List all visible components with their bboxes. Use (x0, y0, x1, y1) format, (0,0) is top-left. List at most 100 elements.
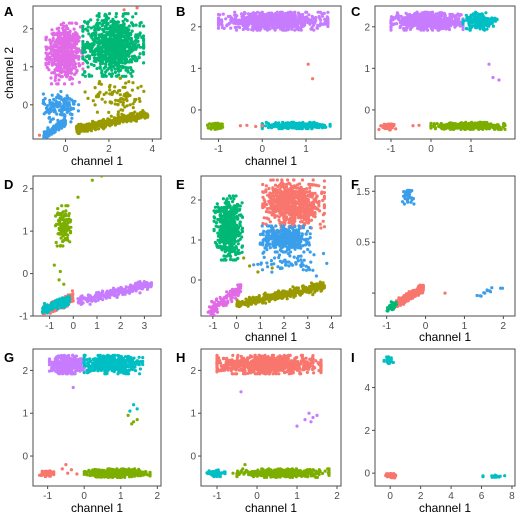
data-point (37, 133, 42, 137)
data-point (57, 226, 61, 230)
data-point (50, 126, 54, 131)
data-point (107, 72, 112, 76)
data-point (116, 69, 120, 73)
data-point (72, 32, 76, 36)
y-tick-label: 2 (364, 22, 370, 33)
data-point (99, 47, 103, 51)
data-point (124, 58, 128, 62)
data-point (73, 72, 77, 76)
data-point (133, 55, 137, 59)
data-point (121, 101, 125, 105)
points-layer (40, 176, 153, 316)
data-point (113, 26, 117, 30)
data-point (234, 28, 239, 32)
data-point (417, 123, 421, 127)
data-point (493, 126, 497, 130)
cluster-red (37, 6, 139, 137)
data-point (51, 52, 55, 57)
data-point (124, 52, 128, 57)
data-point (304, 127, 308, 131)
points-layer (377, 10, 507, 132)
data-point (328, 124, 332, 128)
data-point (326, 22, 330, 26)
data-point (121, 39, 125, 43)
data-point (45, 65, 49, 70)
data-point (485, 27, 489, 31)
data-point (83, 50, 87, 54)
data-point (317, 123, 321, 128)
data-point (81, 61, 85, 66)
data-point (55, 82, 59, 86)
data-point (90, 178, 94, 182)
data-point (52, 263, 56, 267)
cluster-olive (206, 121, 225, 131)
data-point (121, 19, 125, 23)
data-point (53, 127, 57, 131)
data-point (389, 28, 393, 32)
data-point (282, 25, 286, 29)
data-point (135, 114, 139, 118)
data-point (114, 12, 118, 16)
data-point (95, 21, 99, 25)
data-point (397, 18, 401, 22)
data-point (81, 57, 85, 61)
data-point (70, 77, 75, 81)
data-point (220, 122, 224, 126)
data-point (83, 20, 87, 24)
data-point (81, 42, 85, 46)
data-point (389, 15, 394, 19)
data-point (77, 57, 81, 61)
data-point (454, 17, 458, 21)
data-point (458, 20, 462, 24)
data-point (55, 62, 59, 66)
data-point (229, 26, 233, 30)
data-point (106, 37, 110, 41)
data-point (222, 26, 226, 30)
data-point (81, 45, 85, 49)
data-point (479, 125, 483, 129)
data-point (426, 28, 430, 32)
data-point (120, 47, 125, 51)
data-point (131, 69, 135, 73)
data-point (99, 35, 103, 39)
data-point (129, 66, 133, 70)
data-point (43, 97, 47, 101)
y-tick-label: 0 (364, 105, 370, 116)
data-point (478, 14, 482, 18)
data-point (216, 23, 221, 27)
data-point (114, 122, 118, 126)
data-point (113, 49, 117, 54)
data-point (116, 99, 120, 103)
data-point (69, 44, 73, 48)
data-point (305, 123, 309, 127)
data-point (92, 25, 96, 29)
data-point (58, 221, 62, 225)
data-point (123, 49, 127, 53)
panel-letter: D (4, 177, 13, 192)
data-point (54, 240, 58, 245)
data-point (81, 67, 85, 71)
data-point (108, 88, 112, 92)
data-point (414, 23, 418, 27)
data-point (479, 21, 483, 26)
data-point (224, 17, 228, 21)
data-point (120, 61, 124, 65)
data-point (86, 96, 90, 100)
data-point (468, 28, 472, 32)
data-point (433, 127, 437, 131)
cluster-red (411, 123, 421, 128)
data-point (104, 91, 108, 95)
data-point (131, 15, 135, 19)
data-point (440, 14, 444, 18)
data-point (229, 20, 233, 24)
data-point (83, 90, 87, 94)
data-point (482, 26, 486, 30)
data-point (67, 33, 71, 37)
panel-letter: C (351, 4, 361, 19)
data-point (134, 47, 138, 51)
data-point (64, 73, 68, 77)
data-point (497, 78, 501, 82)
data-point (404, 27, 408, 31)
data-point (265, 12, 269, 16)
data-point (110, 74, 114, 78)
